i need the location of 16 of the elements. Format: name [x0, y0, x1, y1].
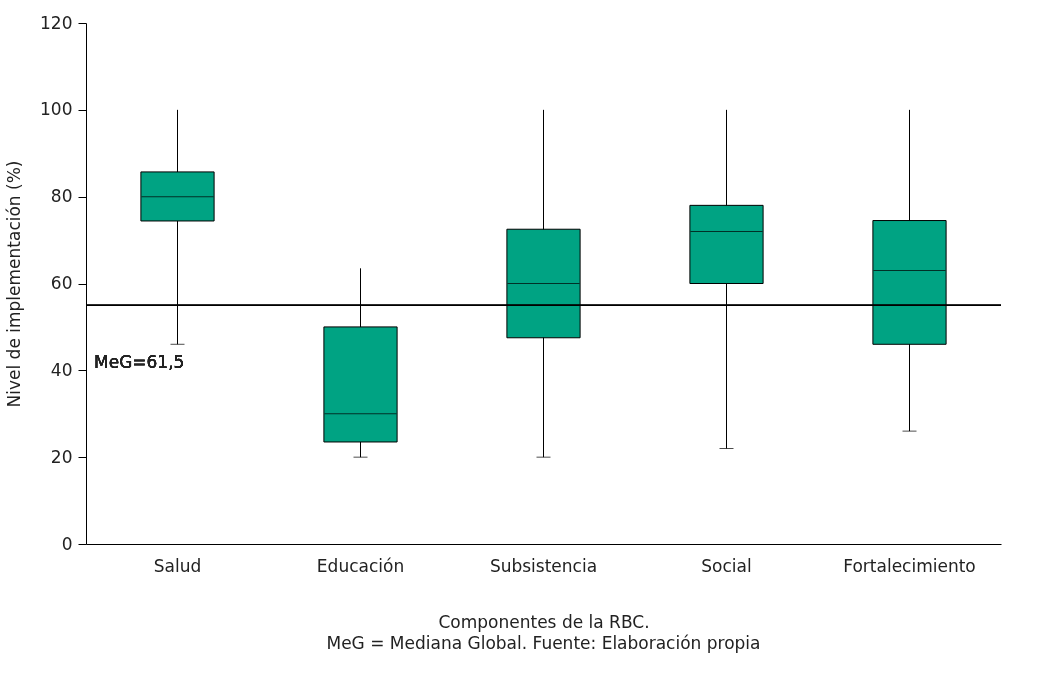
y-tick-label: 40 [50, 359, 73, 380]
annotation: MeG=61,5 [94, 352, 185, 373]
x-tick-label: Fortalecimiento [843, 555, 976, 576]
x-tick-label: Subsistencia [489, 555, 598, 576]
x-tick-label: Salud [153, 555, 202, 576]
y-tick-label: 80 [50, 186, 73, 207]
y-tick-label: 60 [50, 273, 73, 293]
x-axis-title: Componentes de la RBC. [438, 611, 650, 632]
y-tick-label: 100 [40, 99, 73, 120]
y-tick-label: 0 [61, 533, 73, 554]
x-tick-label: Social [701, 555, 752, 576]
x-tick-label: Educación [316, 555, 405, 576]
text: MeG = Mediana Global. Fuente: Elaboración propia [326, 633, 761, 653]
y-tick-label: 20 [50, 446, 73, 467]
y-tick-label: 120 [40, 12, 73, 33]
y-axis-title: Nivel de implementación (%) [4, 160, 25, 408]
